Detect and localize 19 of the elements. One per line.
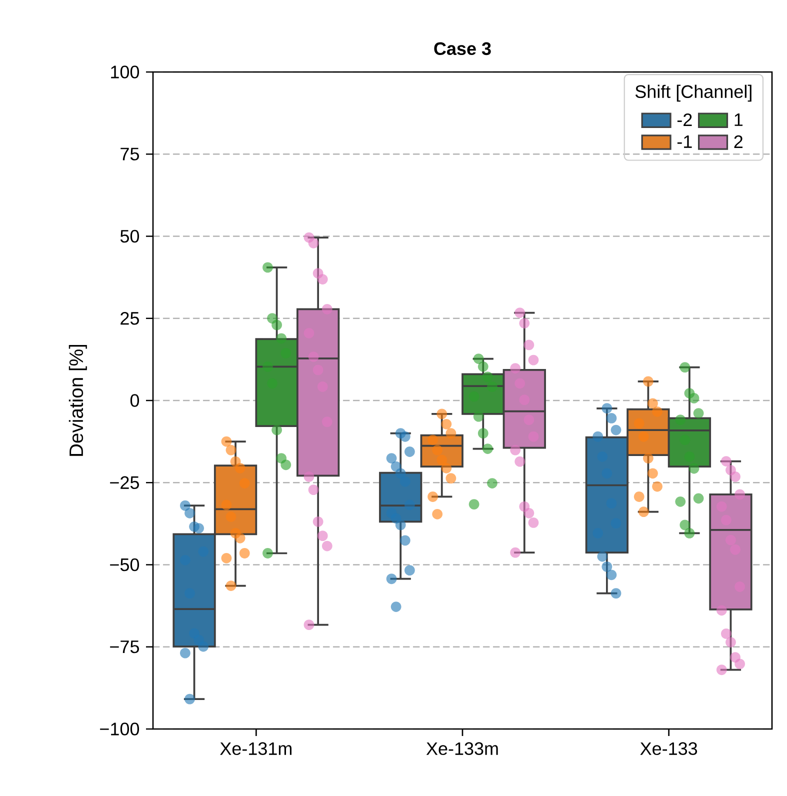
y-tick-label: −100 — [100, 722, 140, 736]
x-tick-label: Xe-133 — [640, 742, 698, 755]
y-tick-label: −25 — [110, 476, 139, 489]
y-tick-label: 100 — [111, 66, 140, 78]
y-tick-label: 0 — [130, 394, 140, 407]
y-tick-label: 25 — [120, 312, 139, 325]
y-tick-label: −75 — [110, 640, 139, 654]
x-tick-label: Xe-131m — [220, 742, 292, 755]
y-tick-label: 75 — [120, 148, 139, 160]
legend-label: 1 — [734, 114, 743, 126]
x-tick-label: Xe-133m — [426, 742, 498, 755]
y-tick-label: −50 — [110, 558, 140, 572]
legend-title: Shift [Channel] — [635, 84, 752, 102]
y-tick-label: 50 — [120, 230, 140, 243]
legend-label: -1 — [677, 135, 692, 148]
y-axis-title: Deviation [%] — [68, 344, 87, 456]
chart-title: Case 3 — [434, 42, 491, 56]
legend-label: 2 — [734, 135, 742, 148]
legend-label: -2 — [677, 113, 692, 126]
